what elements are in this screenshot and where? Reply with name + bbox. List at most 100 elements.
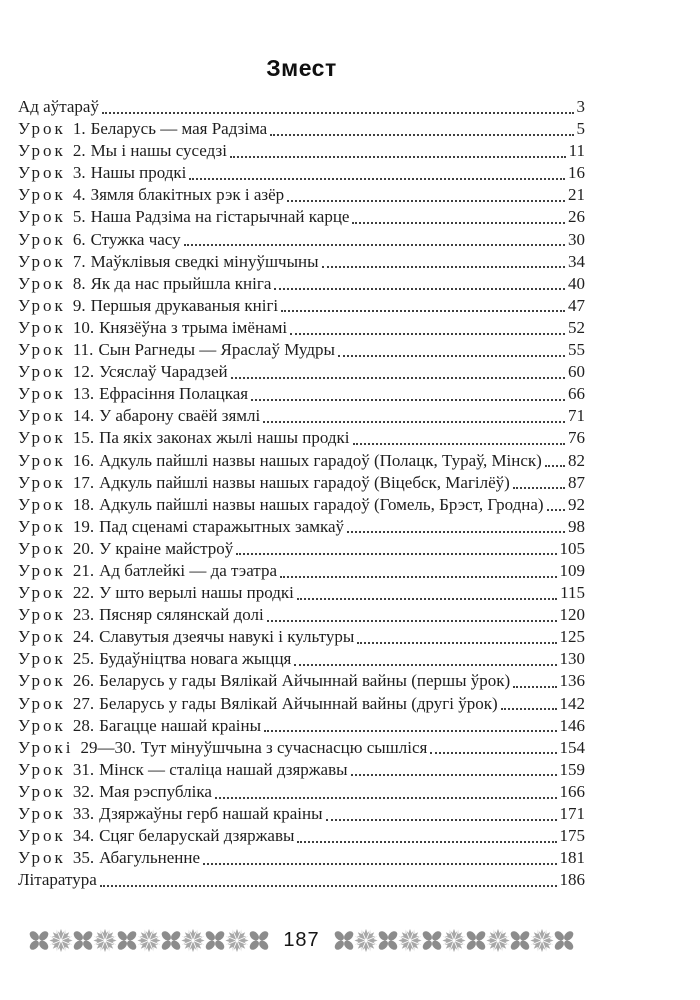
toc-entry: Урок 12. Усяслаў Чарадзей 60 (18, 361, 585, 383)
dot-leader (214, 796, 557, 799)
toc-entry-page: 21 (568, 185, 585, 205)
toc-entry-title: Будаўніцтва новага жыцця (99, 649, 292, 669)
toc-entry-number: 8. (72, 273, 86, 293)
toc-entry: Урок 7. Маўклівыя сведкі мінуўшчыны 34 (18, 251, 585, 273)
toc-entry-number: 33. (72, 804, 95, 823)
toc-entry-page: 171 (559, 804, 586, 823)
toc-entry: Урок 25. Будаўніцтва новага жыцця 130 (18, 648, 585, 670)
toc-entry-page: 109 (559, 560, 586, 580)
toc-entry-number: 29—30. (80, 737, 136, 757)
toc-entry-prefix: Урок (18, 163, 66, 183)
toc-entry-title: Пясняр сялянскай долі (99, 605, 264, 625)
toc-entry-prefix: Урок (18, 317, 66, 337)
toc-entry-prefix: Урок (18, 848, 66, 868)
dot-leader (281, 310, 565, 313)
x-ornament-icon (206, 931, 225, 951)
toc-entry-title: Ефрасіння Полацкая (99, 384, 249, 404)
toc-entry-prefix: Урок (18, 538, 66, 558)
toc-entry-title: Нашы продкі (90, 163, 187, 183)
toc-entry: Урок 1. Беларусь — мая Радзіма 5 (18, 118, 585, 140)
dot-leader (544, 465, 565, 468)
toc-entry: Урок 10. Князёўна з трыма імёнамі 52 (18, 317, 585, 339)
dot-leader (251, 398, 565, 401)
toc-entry-page: 47 (568, 295, 585, 315)
dot-leader (263, 420, 565, 423)
toc-entry-prefix: Урок (18, 207, 66, 227)
flower-ornament-icon (93, 929, 117, 953)
toc-entry-number: 27. (72, 693, 95, 713)
toc-entry-title: Абагульненне (99, 848, 201, 868)
toc-entry-page: 30 (568, 229, 585, 249)
toc-entry: Урок 34. Сцяг беларускай дзяржавы 175 (18, 825, 585, 847)
toc-entry-prefix: Урок (18, 583, 66, 603)
ornament-row-left (28, 927, 270, 954)
toc-entry-number: 26. (72, 671, 95, 691)
toc-entry-number: 4. (72, 185, 86, 205)
toc-entry-page: 186 (559, 870, 586, 890)
dot-leader (266, 619, 557, 622)
toc-entry-title: Па якіх законах жылі нашы продкі (99, 428, 350, 448)
toc-entry-page: 16 (568, 163, 585, 183)
toc-entry: Урокі 29—30. Тут мінуўшчына з сучаснасцю с… (18, 737, 585, 759)
x-ornament-icon (162, 931, 181, 951)
toc-entry-page: 11 (568, 141, 585, 161)
toc-entry: Урок 15. Па якіх законах жылі нашы продкі 7… (18, 427, 585, 449)
flower-ornament-icon (181, 929, 205, 953)
page-footer: 187 (18, 927, 585, 954)
x-ornament-icon (30, 931, 49, 951)
x-ornament-icon (554, 931, 573, 951)
dot-leader (99, 884, 557, 887)
x-ornament-icon (422, 931, 441, 951)
toc-entry: Урок 4. Зямля блакітных рэк і азёр 21 (18, 184, 585, 206)
toc-entry-title: Князёўна з трыма імёнамі (99, 317, 288, 337)
toc-entry: Урок 32. Мая рэспубліка 166 (18, 781, 585, 803)
flower-ornament-icon (530, 929, 554, 953)
toc-entry-title: Зямля блакітных рэк і азёр (90, 185, 285, 205)
toc-entry: Урок 14. У абарону сваёй зямлі 71 (18, 405, 585, 427)
toc-entry-page: 120 (559, 605, 586, 625)
toc-entry-prefix: Урок (18, 781, 66, 801)
toc-entry-title: Мая рэспубліка (99, 781, 212, 801)
toc-entry-number: 10. (72, 317, 95, 337)
toc-entry-prefix: Урок (18, 759, 66, 779)
table-of-contents: Ад аўтараў 3 Урок 1. Беларусь — мая Радзіма 5… (18, 96, 585, 891)
toc-entry-prefix: Урок (18, 273, 66, 293)
x-ornament-icon (74, 931, 93, 951)
toc-entry: Урок 6. Стужка часу 30 (18, 229, 585, 251)
toc-entry-number: 23. (72, 605, 95, 625)
toc-entry-page: 115 (560, 583, 585, 603)
toc-entry-number: 6. (72, 229, 86, 249)
toc-entry-number: 13. (72, 384, 95, 404)
toc-entry: Урок 23. Пясняр сялянскай долі 120 (18, 604, 585, 626)
toc-entry-title: У што верылі нашы продкі (99, 583, 294, 603)
toc-entry-page: 26 (568, 207, 585, 227)
flower-ornament-icon (398, 929, 422, 953)
toc-entry-page: 136 (559, 671, 586, 691)
toc-entry: Урок 5. Наша Радзіма на гістарычнай карце 2… (18, 206, 585, 228)
toc-entry-title: Ад аўтараў (18, 97, 99, 116)
dot-leader (352, 443, 565, 445)
toc-entry-prefix: Урок (18, 494, 66, 514)
toc-entry-title: Адкуль пайшлі назвы нашых гарадоў (Віцеб… (99, 472, 510, 492)
toc-entry-prefix: Урок (18, 627, 66, 647)
toc-entry-prefix: Урок (18, 671, 66, 691)
toc-entry-title: Мінск — сталіца нашай дзяржавы (99, 759, 348, 779)
toc-entry-page: 175 (559, 826, 586, 846)
toc-entry-page: 71 (568, 406, 585, 426)
dot-leader (294, 663, 557, 666)
toc-entry: Урок 9. Першыя друкаваныя кнігі 47 (18, 295, 585, 317)
dot-leader (357, 641, 557, 644)
toc-entry-title: Літаратура (18, 870, 97, 890)
toc-entry-title: Першыя друкаваныя кнігі (90, 295, 279, 315)
toc-entry-title: Тут мінуўшчына з сучаснасцю сышліся (140, 737, 428, 757)
toc-entry-prefix: Урок (18, 362, 66, 382)
dot-leader (347, 531, 565, 534)
toc-entry-title: Адкуль пайшлі назвы нашых гарадоў (Гомел… (99, 494, 544, 514)
toc-entry-title: Стужка часу (90, 229, 181, 249)
toc-entry-page: 52 (568, 317, 585, 337)
dot-leader (287, 199, 565, 202)
toc-entry-number: 9. (72, 295, 86, 315)
x-ornament-icon (510, 931, 529, 951)
toc-entry-title: Дзяржаўны герб нашай краіны (99, 804, 323, 823)
dot-leader (500, 708, 557, 711)
